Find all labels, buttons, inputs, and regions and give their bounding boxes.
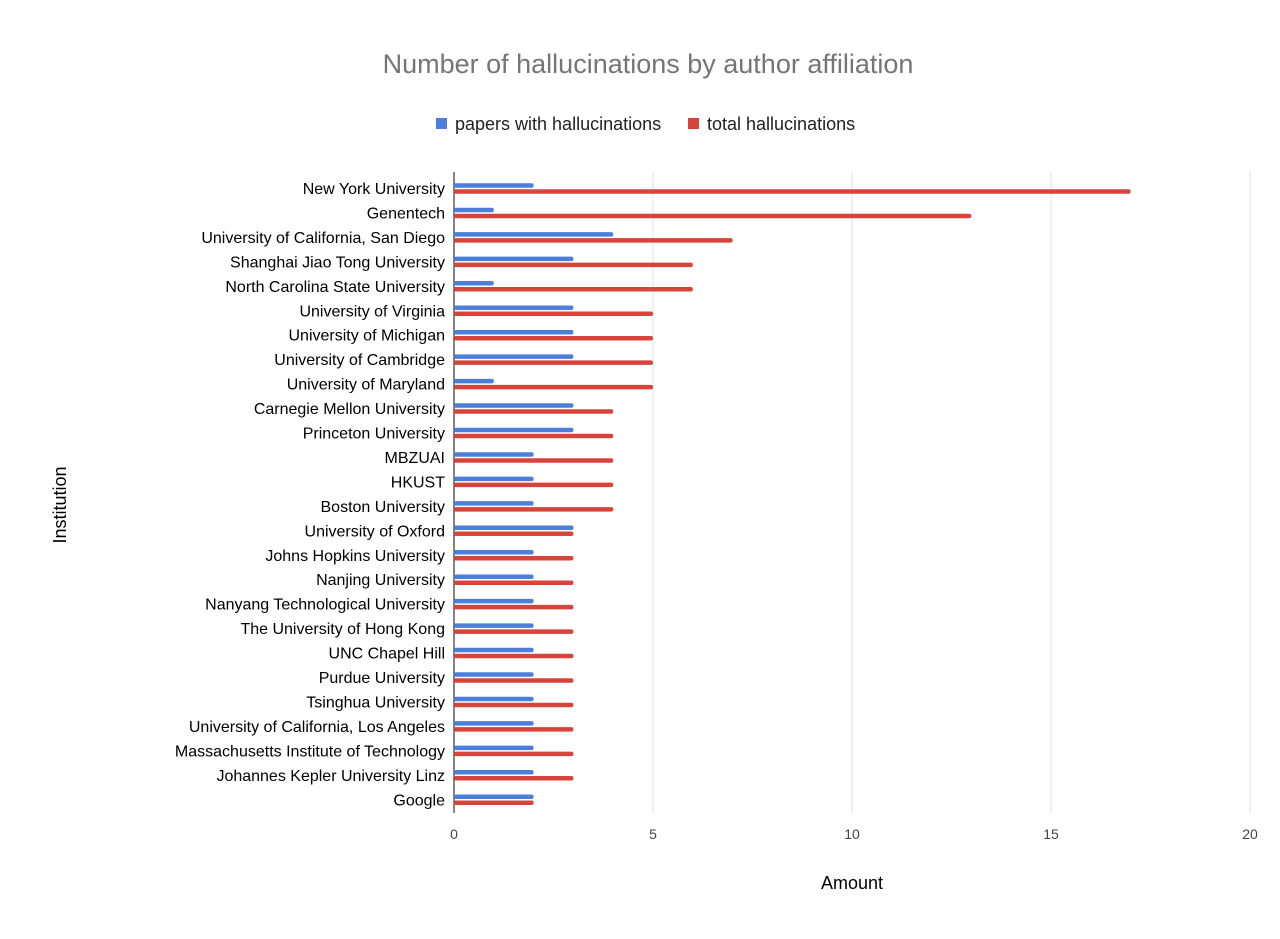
category-label: University of Oxford (305, 523, 445, 540)
bar-total-hallucinations (454, 776, 574, 781)
bar-total-hallucinations (454, 409, 614, 414)
bar-papers-with-hallucinations (454, 647, 534, 653)
bar-total-hallucinations (454, 727, 574, 732)
bar-papers-with-hallucinations (454, 232, 614, 237)
category-label: University of Cambridge (274, 352, 445, 369)
bar-total-hallucinations (454, 458, 614, 463)
bar-papers-with-hallucinations (454, 574, 534, 579)
bar-papers-with-hallucinations (454, 403, 574, 408)
category-label: Boston University (321, 499, 446, 516)
bar-total-hallucinations (454, 702, 574, 708)
category-label: HKUST (391, 474, 445, 491)
x-tick-labels: 0 5 10 15 20 (450, 826, 1258, 842)
bar-papers-with-hallucinations (454, 329, 574, 335)
bar-papers-with-hallucinations (454, 525, 574, 531)
legend-label-papers: papers with hallucinations (455, 114, 661, 134)
category-label: University of California, San Diego (201, 230, 445, 247)
category-label: New York University (303, 181, 445, 198)
x-tick-label: 15 (1043, 826, 1059, 842)
category-label: The University of Hong Kong (240, 621, 445, 638)
category-label: Google (393, 792, 445, 809)
category-label: University of Maryland (287, 377, 445, 394)
bar-papers-with-hallucinations (454, 183, 534, 188)
bars (454, 183, 1131, 805)
bar-total-hallucinations (454, 629, 574, 634)
x-tick-label: 5 (649, 826, 657, 842)
bar-papers-with-hallucinations (454, 721, 534, 726)
bar-papers-with-hallucinations (454, 305, 574, 310)
bar-total-hallucinations (454, 213, 972, 219)
legend-swatch-total (688, 118, 699, 129)
bar-total-hallucinations (454, 189, 1131, 194)
category-label: Genentech (367, 205, 445, 222)
x-tick-label: 10 (844, 826, 860, 842)
bar-total-hallucinations (454, 653, 574, 659)
legend-label-total: total hallucinations (707, 114, 855, 134)
bar-papers-with-hallucinations (454, 794, 534, 799)
bar-papers-with-hallucinations (454, 476, 534, 482)
category-label: University of Michigan (289, 328, 446, 345)
category-label: Carnegie Mellon University (254, 401, 445, 418)
category-label: Massachusetts Institute of Technology (175, 743, 445, 760)
x-tick-label: 0 (450, 826, 458, 842)
category-label: University of California, Los Angeles (189, 719, 445, 736)
bar-papers-with-hallucinations (454, 207, 494, 213)
category-label: Nanjing University (316, 572, 445, 589)
bar-papers-with-hallucinations (454, 696, 534, 702)
bar-papers-with-hallucinations (454, 770, 534, 775)
category-label: University of Virginia (299, 303, 445, 320)
y-axis-title: Institution (50, 466, 70, 543)
category-label: Princeton University (303, 426, 445, 443)
bar-total-hallucinations (454, 311, 653, 316)
category-labels: New York University Genentech University o… (175, 181, 445, 809)
bar-papers-with-hallucinations (454, 501, 534, 506)
bar-papers-with-hallucinations (454, 378, 494, 384)
x-tick-label: 20 (1242, 826, 1258, 842)
bar-papers-with-hallucinations (454, 281, 494, 286)
bar-papers-with-hallucinations (454, 745, 534, 751)
category-label: Nanyang Technological University (205, 597, 445, 614)
legend-swatch-papers (436, 118, 447, 129)
category-label: Johns Hopkins University (265, 548, 445, 565)
bar-total-hallucinations (454, 604, 574, 610)
category-label: UNC Chapel Hill (329, 646, 445, 663)
bar-total-hallucinations (454, 360, 653, 365)
bar-papers-with-hallucinations (454, 623, 534, 628)
bar-total-hallucinations (454, 556, 574, 561)
category-label: Purdue University (319, 670, 445, 687)
bar-total-hallucinations (454, 531, 574, 537)
bar-total-hallucinations (454, 384, 653, 390)
bar-papers-with-hallucinations (454, 427, 574, 433)
category-label: Johannes Kepler University Linz (216, 768, 445, 785)
bar-total-hallucinations (454, 580, 574, 585)
bar-total-hallucinations (454, 751, 574, 757)
chart-title: Number of hallucinations by author affil… (383, 49, 914, 79)
category-label: Shanghai Jiao Tong University (230, 254, 445, 271)
bar-total-hallucinations (454, 238, 733, 243)
bar-papers-with-hallucinations (454, 354, 574, 359)
bar-total-hallucinations (454, 800, 534, 805)
bar-total-hallucinations (454, 507, 614, 512)
chart-legend: papers with hallucinations total halluci… (436, 114, 855, 134)
bar-total-hallucinations (454, 335, 653, 341)
bar-papers-with-hallucinations (454, 452, 534, 457)
category-label: North Carolina State University (225, 279, 445, 296)
bar-total-hallucinations (454, 287, 693, 292)
bar-total-hallucinations (454, 433, 614, 439)
gridlines (453, 172, 1251, 813)
bar-papers-with-hallucinations (454, 550, 534, 555)
category-label: Tsinghua University (306, 694, 445, 711)
bar-total-hallucinations (454, 482, 614, 488)
x-axis-title: Amount (821, 873, 883, 893)
bar-total-hallucinations (454, 678, 574, 683)
bar-papers-with-hallucinations (454, 598, 534, 604)
bar-total-hallucinations (454, 262, 693, 268)
category-label: MBZUAI (385, 450, 445, 467)
bar-papers-with-hallucinations (454, 672, 534, 677)
bar-papers-with-hallucinations (454, 256, 574, 262)
